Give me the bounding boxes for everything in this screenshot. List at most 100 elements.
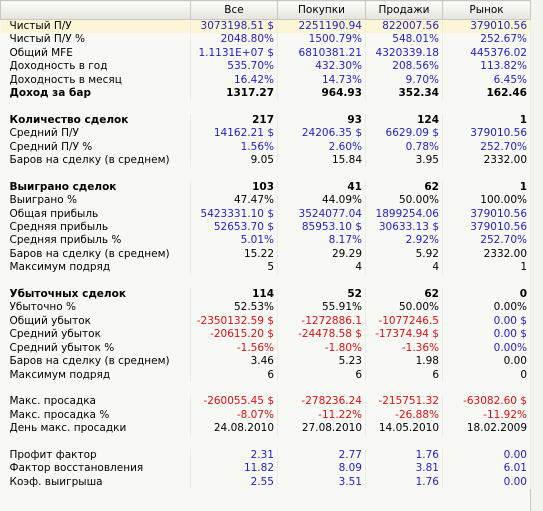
value-cell: 4 [277, 261, 366, 275]
column-header: Рынок [442, 0, 531, 20]
value-cell: 62 [365, 180, 443, 195]
row-label: Доходность в месяц [0, 73, 191, 88]
value-cell: 4320339.18 [365, 46, 443, 61]
spacer-row [0, 100, 531, 114]
stat-row: Средний П/У 14162.21 $24206.35 $6629.09 $… [0, 127, 531, 141]
value-cell: -1077246.5 [365, 314, 443, 329]
value-cell: 15.22 [190, 247, 278, 262]
row-label: Баров на сделку (в среднем) [0, 154, 191, 168]
value-cell: -20615.20 $ [190, 328, 278, 342]
value-cell: 52 [277, 288, 366, 302]
spacer-cell [0, 167, 531, 181]
value-cell: 2251190.94 [277, 19, 366, 34]
row-label: Выиграно сделок [0, 180, 191, 195]
value-cell: 1.76 [365, 448, 443, 463]
row-label: День макс. просадки [0, 422, 191, 436]
stat-row: Средняя прибыль % 5.01% 8.17% 2.92% 252.70% [0, 234, 531, 248]
value-cell: 47.47% [190, 194, 278, 208]
value-cell: 6 [190, 368, 278, 382]
row-label: Общая прибыль [0, 207, 191, 222]
value-cell: 964.93 [277, 87, 366, 101]
value-cell: 822007.56 [365, 19, 443, 34]
stat-row: Доходность в год 535.70% 432.30% 208.56% 113… [0, 60, 531, 74]
value-cell: 16.42% [190, 73, 278, 88]
value-cell: 0 [442, 368, 531, 382]
value-cell: 5.92 [365, 247, 443, 262]
value-cell: -215751.32 [365, 395, 443, 409]
value-cell: -17374.94 $ [365, 328, 443, 342]
header-cell [0, 0, 191, 20]
value-cell: 252.70% [442, 140, 531, 155]
row-label: Количество сделок [0, 113, 191, 128]
row-label: Профит фактор [0, 448, 191, 463]
value-cell: 379010.56 [442, 207, 531, 222]
value-cell: 1.76 [365, 475, 443, 490]
stat-row: Максимум подряд 6 6 6 0 [0, 368, 531, 382]
value-cell: 6629.09 $ [365, 127, 443, 141]
spacer-cell [0, 274, 531, 289]
row-label: Баров на сделку (в среднем) [0, 247, 191, 262]
value-cell: 6.01 [442, 462, 531, 476]
value-cell: 0.00 $ [442, 328, 531, 342]
value-cell: 6 [365, 368, 443, 382]
value-cell: 0.00% [442, 301, 531, 315]
stats-panel: Все Покупки Продажи Рынок Чистый П/У 3073198… [0, 0, 531, 511]
value-cell: -1.56% [190, 341, 278, 356]
value-cell: -24478.58 $ [277, 328, 366, 342]
value-cell: 3073198.51 $ [190, 19, 278, 34]
spacer-cell [0, 381, 531, 396]
stat-row: Убыточных сделок 114 52 62 0 [0, 288, 531, 302]
stat-row: Профит фактор 2.31 2.77 1.76 0.00 [0, 448, 531, 463]
value-cell: 0.00% [442, 341, 531, 356]
spacer-row [0, 274, 531, 289]
value-cell: 352.34 [365, 87, 443, 101]
value-cell: 252.70% [442, 234, 531, 248]
value-cell: 24.08.2010 [190, 422, 278, 436]
stat-row: Доход за бар 1317.27 964.93 352.34 162.46 [0, 87, 531, 101]
column-header: Покупки [277, 0, 366, 20]
stat-row: Общий убыток -2350132.59 $ -1272886.1 -1077… [0, 314, 531, 329]
value-cell: 8.09 [277, 462, 366, 476]
spacer-cell [0, 435, 531, 449]
column-header: Все [190, 0, 278, 20]
stat-row: Чистый П/У 3073198.51 $2251190.94 822007.5… [0, 19, 531, 34]
value-cell: 2.55 [190, 475, 278, 490]
value-cell: 1.56% [190, 140, 278, 155]
row-label: Максимум подряд [0, 261, 191, 275]
row-label: Макс. просадка [0, 395, 191, 409]
stat-row: День макс. просадки 24.08.2010 27.08.2010 1… [0, 422, 531, 436]
value-cell: -8.07% [190, 408, 278, 423]
row-label: Средний убыток [0, 328, 191, 342]
value-cell: 6 [277, 368, 366, 382]
value-cell: -1272886.1 [277, 314, 366, 329]
value-cell: 50.00% [365, 301, 443, 315]
row-label: Выиграно % [0, 194, 191, 208]
value-cell: 445376.02 [442, 46, 531, 61]
row-label: Убыточных сделок [0, 288, 191, 302]
row-label: Чистый П/У [0, 19, 191, 34]
value-cell: 1 [442, 113, 531, 128]
value-cell: 11.82 [190, 462, 278, 476]
value-cell: 9.70% [365, 73, 443, 88]
value-cell: 27.08.2010 [277, 422, 366, 436]
stat-row: Доходность в месяц 16.42% 14.73% 9.70% 6.45% [0, 73, 531, 88]
value-cell: 3.95 [365, 154, 443, 168]
stat-row: Средняя прибыль 52653.70 $85953.10 $30633… [0, 221, 531, 235]
column-header: Продажи [365, 0, 443, 20]
value-cell: 41 [277, 180, 366, 195]
value-cell: 5 [190, 261, 278, 275]
value-cell: 9.05 [190, 154, 278, 168]
value-cell: 14.73% [277, 73, 366, 88]
value-cell: -11.92% [442, 408, 531, 423]
value-cell: 535.70% [190, 60, 278, 74]
value-cell: 29.29 [277, 247, 366, 262]
value-cell: -278236.24 [277, 395, 366, 409]
spacer-row [0, 435, 531, 449]
value-cell: 15.84 [277, 154, 366, 168]
value-cell: 55.91% [277, 301, 366, 315]
value-cell: -1.80% [277, 341, 366, 356]
header-row: Все Покупки Продажи Рынок [0, 0, 531, 20]
value-cell: -63082.60 $ [442, 395, 531, 409]
row-label: Макс. просадка % [0, 408, 191, 423]
row-label: Общий убыток [0, 314, 191, 329]
